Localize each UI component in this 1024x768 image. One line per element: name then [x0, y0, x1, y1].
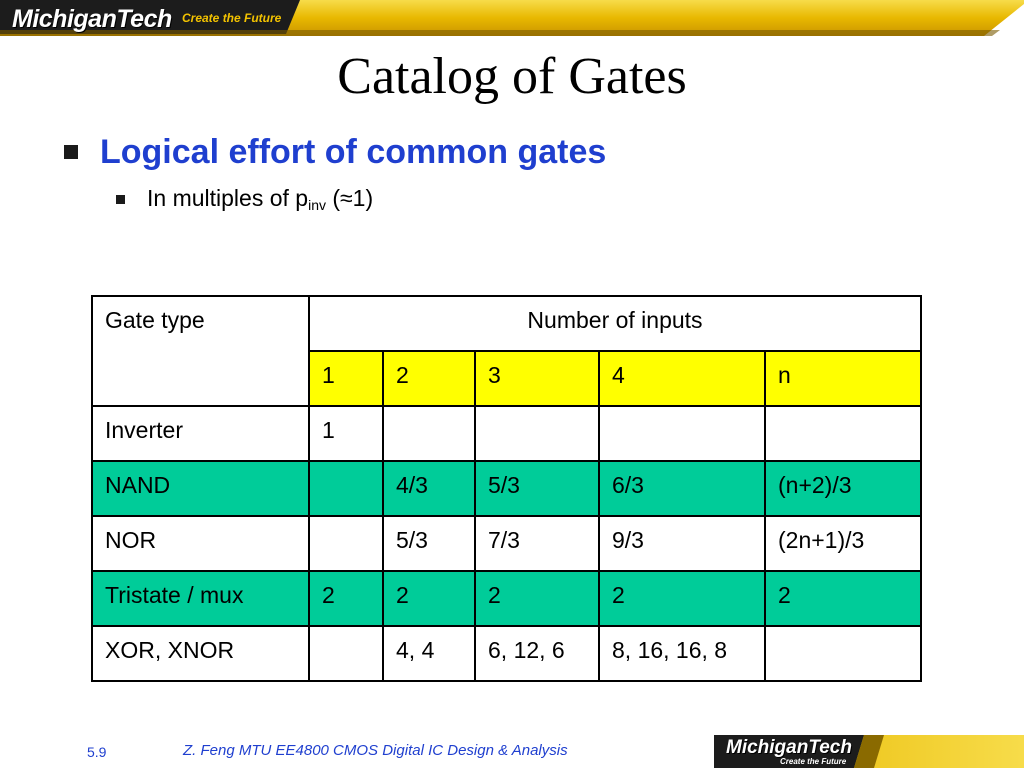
table-row-nand: NAND 4/3 5/3 6/3 (n+2)/3	[91, 460, 922, 517]
footer-logo-tagline: Create the Future	[780, 757, 847, 766]
table-row-tristate-mux: Tristate / mux 2 2 2 2 2	[91, 570, 922, 627]
table-cell: (n+2)/3	[764, 460, 922, 517]
table-cell: 1	[308, 405, 384, 462]
table-cell: 7/3	[474, 515, 600, 572]
slide-title: Catalog of Gates	[337, 48, 687, 105]
sub-bullet: In multiples of pinv (≈1)	[116, 183, 373, 215]
header-banner-graphic	[0, 0, 1024, 36]
gate-name: NOR	[91, 515, 310, 572]
footer-logo-text: MichiganTech	[726, 737, 852, 758]
table-cell	[308, 515, 384, 572]
input-col-4: 4	[598, 350, 766, 407]
gate-name: Inverter	[91, 405, 310, 462]
header-gate-type: Gate type	[91, 295, 310, 407]
header-tagline: Create the Future	[182, 11, 282, 25]
sub-bullet-prefix: In multiples of p	[147, 185, 309, 211]
table-cell	[308, 460, 384, 517]
table-cell: 2	[382, 570, 476, 627]
table-cell: 6/3	[598, 460, 766, 517]
table-cell: 2	[598, 570, 766, 627]
bullet-square-icon	[64, 145, 78, 159]
table-row-nor: NOR 5/3 7/3 9/3 (2n+1)/3	[91, 515, 922, 572]
sub-bullet-subscript: inv	[308, 197, 326, 213]
table-cell: 5/3	[382, 515, 476, 572]
gate-name: Tristate / mux	[91, 570, 310, 627]
sub-bullet-suffix: (≈1)	[326, 185, 374, 211]
table-cell: 4, 4	[382, 625, 476, 682]
input-col-1: 1	[308, 350, 384, 407]
footer-logo-graphic	[714, 735, 1024, 768]
table-cell	[764, 625, 922, 682]
table-cell	[474, 405, 600, 462]
table-cell: 4/3	[382, 460, 476, 517]
header-banner: MichiganTech Create the Future	[0, 0, 1024, 38]
gate-name: NAND	[91, 460, 310, 517]
slide-number: 5.9	[87, 744, 107, 760]
footer-logo: MichiganTech Create the Future	[714, 735, 1024, 768]
table-row-xor-xnor: XOR, XNOR 4, 4 6, 12, 6 8, 16, 16, 8	[91, 625, 922, 682]
table-row-inverter: Inverter 1	[91, 405, 922, 462]
table-cell	[598, 405, 766, 462]
table-cell	[764, 405, 922, 462]
input-col-3: 3	[474, 350, 600, 407]
logical-effort-table: Gate type Number of inputs 1 2 3 4 n Inv…	[91, 295, 922, 682]
input-col-n: n	[764, 350, 922, 407]
header-logo: MichiganTech	[12, 5, 172, 33]
sub-bullet-text: In multiples of pinv (≈1)	[147, 185, 373, 213]
footer-course-text: Z. Feng MTU EE4800 CMOS Digital IC Desig…	[183, 742, 568, 759]
table-cell: 5/3	[474, 460, 600, 517]
table-cell: 9/3	[598, 515, 766, 572]
input-count-row: 1 2 3 4 n	[92, 350, 922, 407]
gate-name: XOR, XNOR	[91, 625, 310, 682]
table-header-row: Gate type Number of inputs	[91, 295, 922, 407]
header-number-of-inputs: Number of inputs	[308, 295, 922, 352]
table-cell	[382, 405, 476, 462]
main-bullet: Logical effort of common gates	[64, 130, 606, 174]
input-col-2: 2	[382, 350, 476, 407]
main-bullet-text: Logical effort of common gates	[100, 132, 607, 171]
bullet-square-icon	[116, 194, 125, 204]
table-cell: 2	[764, 570, 922, 627]
table-cell: 6, 12, 6	[474, 625, 600, 682]
table-cell: 2	[474, 570, 600, 627]
table-cell: (2n+1)/3	[764, 515, 922, 572]
table-cell: 2	[308, 570, 384, 627]
table-cell: 8, 16, 16, 8	[598, 625, 766, 682]
table-cell	[308, 625, 384, 682]
